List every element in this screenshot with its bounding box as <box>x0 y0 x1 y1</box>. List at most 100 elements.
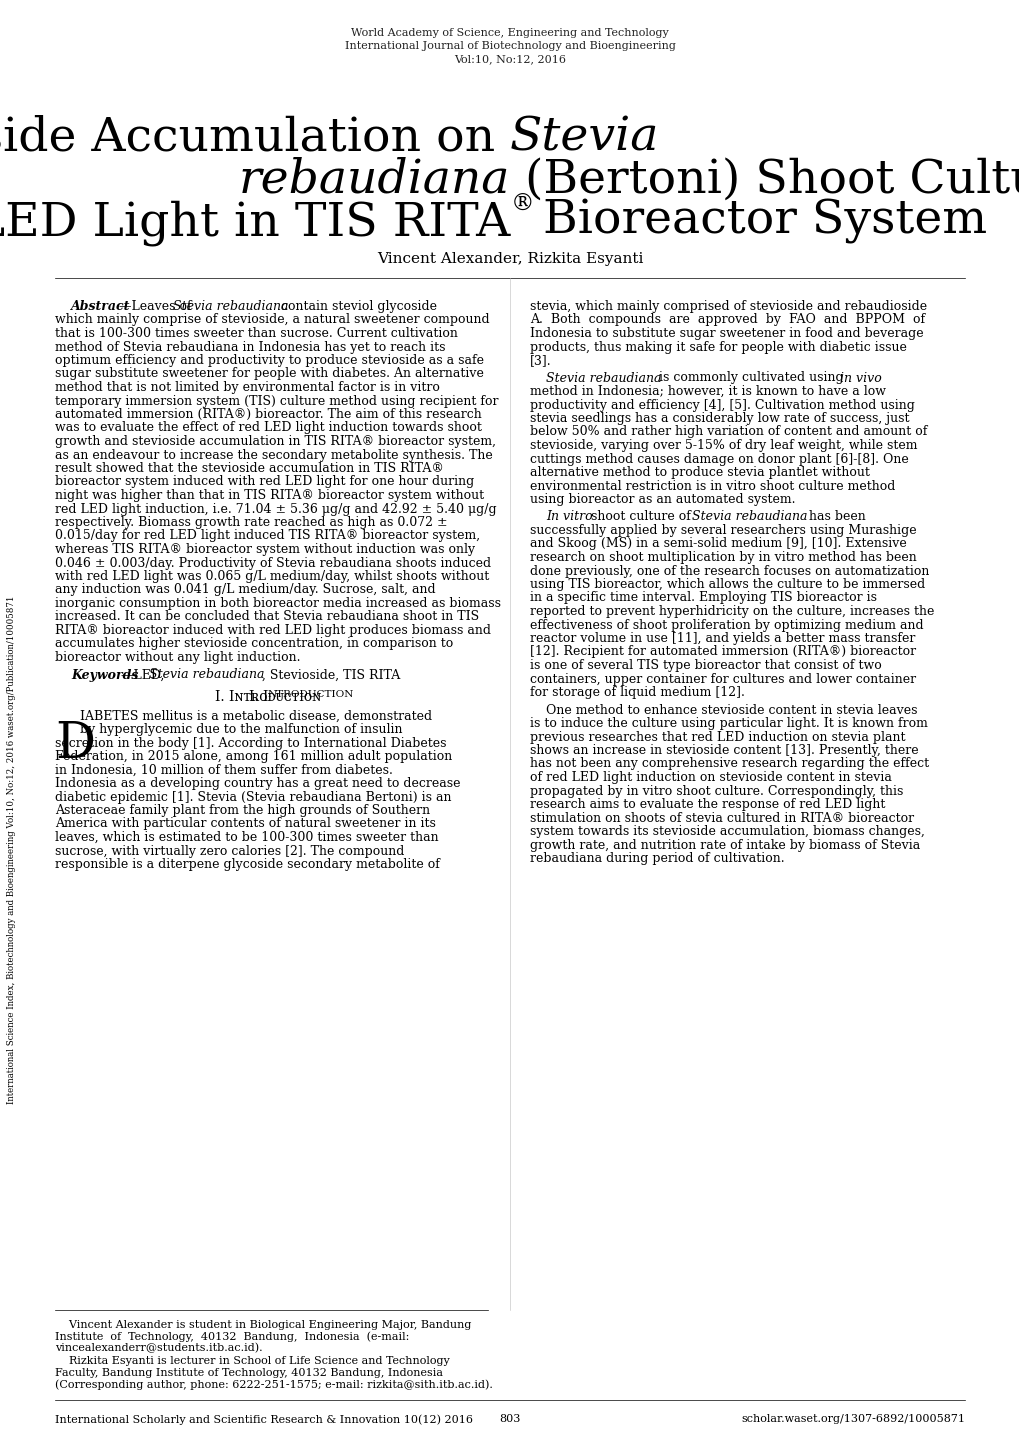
Text: growth rate, and nutrition rate of intake by biomass of Stevia: growth rate, and nutrition rate of intak… <box>530 838 919 851</box>
Text: ®: ® <box>511 193 534 216</box>
Text: —LED,: —LED, <box>121 669 168 682</box>
Text: is to induce the culture using particular light. It is known from: is to induce the culture using particula… <box>530 717 927 730</box>
Text: stimulation on shoots of stevia cultured in RITA® bioreactor: stimulation on shoots of stevia cultured… <box>530 812 913 825</box>
Text: previous researches that red LED induction on stevia plant: previous researches that red LED inducti… <box>530 731 905 744</box>
Text: Stevia rebaudiana: Stevia rebaudiana <box>173 300 288 313</box>
Text: sucrose, with virtually zero calories [2]. The compound: sucrose, with virtually zero calories [2… <box>55 845 404 858</box>
Text: growth and stevioside accumulation in TIS RITA® bioreactor system,: growth and stevioside accumulation in TI… <box>55 435 495 448</box>
Text: increased. It can be concluded that Stevia rebaudiana shoot in TIS: increased. It can be concluded that Stev… <box>55 610 479 623</box>
Text: for storage of liquid medium [12].: for storage of liquid medium [12]. <box>530 686 744 699</box>
Text: scholar.waset.org/1307-6892/10005871: scholar.waset.org/1307-6892/10005871 <box>740 1415 964 1425</box>
Text: below 50% and rather high variation of content and amount of: below 50% and rather high variation of c… <box>530 425 926 438</box>
Text: Stevia rebaudiana: Stevia rebaudiana <box>149 669 264 682</box>
Text: rebaudiana during period of cultivation.: rebaudiana during period of cultivation. <box>530 852 784 865</box>
Text: red LED light induction, i.e. 71.04 ± 5.36 μg/g and 42.92 ± 5.40 μg/g: red LED light induction, i.e. 71.04 ± 5.… <box>55 502 496 515</box>
Text: which mainly comprise of stevioside, a natural sweetener compound: which mainly comprise of stevioside, a n… <box>55 313 489 326</box>
Text: as an endeavour to increase the secondary metabolite synthesis. The: as an endeavour to increase the secondar… <box>55 448 492 461</box>
Text: Bioreactor System: Bioreactor System <box>528 199 986 244</box>
Text: temporary immersion system (TIS) culture method using recipient for: temporary immersion system (TIS) culture… <box>55 395 498 408</box>
Text: Faculty, Bandung Institute of Technology, 40132 Bandung, Indonesia: Faculty, Bandung Institute of Technology… <box>55 1368 442 1379</box>
Text: A.  Both  compounds  are  approved  by  FAO  and  BPPOM  of: A. Both compounds are approved by FAO an… <box>530 313 924 326</box>
Text: environmental restriction is in vitro shoot culture method: environmental restriction is in vitro sh… <box>530 480 895 493</box>
Text: has not been any comprehensive research regarding the effect: has not been any comprehensive research … <box>530 757 928 770</box>
Text: and Skoog (MS) in a semi-solid medium [9], [10]. Extensive: and Skoog (MS) in a semi-solid medium [9… <box>530 538 906 551</box>
Text: was to evaluate the effect of red LED light induction towards shoot: was to evaluate the effect of red LED li… <box>55 421 481 434</box>
Text: that is 100-300 times sweeter than sucrose. Current cultivation: that is 100-300 times sweeter than sucro… <box>55 327 458 340</box>
Text: successfully applied by several researchers using Murashige: successfully applied by several research… <box>530 523 916 536</box>
Text: has been: has been <box>804 510 865 523</box>
Text: America with particular contents of natural sweetener in its: America with particular contents of natu… <box>55 818 435 831</box>
Text: research on shoot multiplication by in vitro method has been: research on shoot multiplication by in v… <box>530 551 916 564</box>
Text: Stevia: Stevia <box>510 115 658 160</box>
Text: Vincent Alexander, Rizkita Esyanti: Vincent Alexander, Rizkita Esyanti <box>376 252 643 265</box>
Text: Asteraceae family plant from the high grounds of Southern: Asteraceae family plant from the high gr… <box>55 805 430 818</box>
Text: whereas TIS RITA® bioreactor system without induction was only: whereas TIS RITA® bioreactor system with… <box>55 544 475 557</box>
Text: 0.015/day for red LED light induced TIS RITA® bioreactor system,: 0.015/day for red LED light induced TIS … <box>55 529 480 542</box>
Text: In vitro: In vitro <box>545 510 592 523</box>
Text: propagated by in vitro shoot culture. Correspondingly, this: propagated by in vitro shoot culture. Co… <box>530 784 903 797</box>
Text: shows an increase in stevioside content [13]. Presently, there: shows an increase in stevioside content … <box>530 744 918 757</box>
Text: RITA® bioreactor induced with red LED light produces biomass and: RITA® bioreactor induced with red LED li… <box>55 624 490 637</box>
Text: Stevia rebaudiana: Stevia rebaudiana <box>691 510 807 523</box>
Text: result showed that the stevioside accumulation in TIS RITA®: result showed that the stevioside accumu… <box>55 461 443 474</box>
Text: method that is not limited by environmental factor is in vitro: method that is not limited by environmen… <box>55 381 439 394</box>
Text: cuttings method causes damage on donor plant [6]-[8]. One: cuttings method causes damage on donor p… <box>530 453 908 466</box>
Text: products, thus making it safe for people with diabetic issue: products, thus making it safe for people… <box>530 340 906 353</box>
Text: research aims to evaluate the response of red LED light: research aims to evaluate the response o… <box>530 797 884 810</box>
Text: Vol:10, No:12, 2016: Vol:10, No:12, 2016 <box>453 53 566 63</box>
Text: One method to enhance stevioside content in stevia leaves: One method to enhance stevioside content… <box>545 704 917 717</box>
Text: containers, upper container for cultures and lower container: containers, upper container for cultures… <box>530 672 915 685</box>
Text: by hyperglycemic due to the malfunction of insulin: by hyperglycemic due to the malfunction … <box>79 722 403 735</box>
Text: with red LED light was 0.065 g/L medium/day, whilst shoots without: with red LED light was 0.065 g/L medium/… <box>55 570 489 583</box>
Text: automated immersion (RITA®) bioreactor. The aim of this research: automated immersion (RITA®) bioreactor. … <box>55 408 481 421</box>
Text: Institute  of  Technology,  40132  Bandung,  Indonesia  (e-mail:: Institute of Technology, 40132 Bandung, … <box>55 1331 409 1343</box>
Text: stevia, which mainly comprised of stevioside and rebaudioside: stevia, which mainly comprised of stevio… <box>530 300 926 313</box>
Text: Indonesia to substitute sugar sweetener in food and beverage: Indonesia to substitute sugar sweetener … <box>530 327 923 340</box>
Text: Keywords: Keywords <box>71 669 139 682</box>
Text: inorganic consumption in both bioreactor media increased as biomass: inorganic consumption in both bioreactor… <box>55 597 500 610</box>
Text: night was higher than that in TIS RITA® bioreactor system without: night was higher than that in TIS RITA® … <box>55 489 484 502</box>
Text: bioreactor system induced with red LED light for one hour during: bioreactor system induced with red LED l… <box>55 476 474 489</box>
Text: productivity and efficiency [4], [5]. Cultivation method using: productivity and efficiency [4], [5]. Cu… <box>530 398 914 411</box>
Text: diabetic epidemic [1]. Stevia (Stevia rebaudiana Bertoni) is an: diabetic epidemic [1]. Stevia (Stevia re… <box>55 790 451 803</box>
Text: International Science Index, Biotechnology and Bioengineering Vol:10, No:12, 201: International Science Index, Biotechnolo… <box>7 596 16 1105</box>
Text: International Journal of Biotechnology and Bioengineering: International Journal of Biotechnology a… <box>344 40 675 50</box>
Text: any induction was 0.041 g/L medium/day. Sucrose, salt, and: any induction was 0.041 g/L medium/day. … <box>55 584 435 597</box>
Text: responsible is a diterpene glycoside secondary metabolite of: responsible is a diterpene glycoside sec… <box>55 858 439 871</box>
Text: in a specific time interval. Employing TIS bioreactor is: in a specific time interval. Employing T… <box>530 591 876 604</box>
Text: —Leaves of: —Leaves of <box>119 300 196 313</box>
Text: reported to prevent hyperhidricity on the culture, increases the: reported to prevent hyperhidricity on th… <box>530 606 933 619</box>
Text: Federation, in 2015 alone, among 161 million adult population: Federation, in 2015 alone, among 161 mil… <box>55 750 451 763</box>
Text: in vivo: in vivo <box>840 372 880 385</box>
Text: contain steviol glycoside: contain steviol glycoside <box>277 300 436 313</box>
Text: reactor volume in use [11], and yields a better mass transfer: reactor volume in use [11], and yields a… <box>530 632 914 645</box>
Text: accumulates higher stevioside concentration, in comparison to: accumulates higher stevioside concentrat… <box>55 637 452 650</box>
Text: Indonesia as a developing country has a great need to decrease: Indonesia as a developing country has a … <box>55 777 460 790</box>
Text: Rizkita Esyanti is lecturer in School of Life Science and Technology: Rizkita Esyanti is lecturer in School of… <box>55 1357 449 1367</box>
Text: rebaudiana: rebaudiana <box>238 157 510 202</box>
Text: Abstract: Abstract <box>71 300 130 313</box>
Text: sugar substitute sweetener for people with diabetes. An alternative: sugar substitute sweetener for people wi… <box>55 368 483 381</box>
Text: stevia seedlings has a considerably low rate of success, just: stevia seedlings has a considerably low … <box>530 412 909 425</box>
Text: IABETES mellitus is a metabolic disease, demonstrated: IABETES mellitus is a metabolic disease,… <box>79 709 432 722</box>
Text: D: D <box>55 720 95 769</box>
Text: using bioreactor as an automated system.: using bioreactor as an automated system. <box>530 493 795 506</box>
Text: stevioside, varying over 5-15% of dry leaf weight, while stem: stevioside, varying over 5-15% of dry le… <box>530 438 917 451</box>
Text: vincealexanderr@students.itb.ac.id).: vincealexanderr@students.itb.ac.id). <box>55 1343 262 1354</box>
Text: NTRODUCTION: NTRODUCTION <box>268 691 354 699</box>
Text: I. Iɴᴛʀᴏᴅᴜᴄᴛɪᴏɴ: I. Iɴᴛʀᴏᴅᴜᴄᴛɪᴏɴ <box>215 691 321 704</box>
Text: Stimulation of Stevioside Accumulation on: Stimulation of Stevioside Accumulation o… <box>0 115 510 160</box>
Text: alternative method to produce stevia plantlet without: alternative method to produce stevia pla… <box>530 466 869 479</box>
Text: method of Stevia rebaudiana in Indonesia has yet to reach its: method of Stevia rebaudiana in Indonesia… <box>55 340 445 353</box>
Text: (Corresponding author, phone: 6222-251-1575; e-mail: rizkita@sith.itb.ac.id).: (Corresponding author, phone: 6222-251-1… <box>55 1380 492 1390</box>
Text: using TIS bioreactor, which allows the culture to be immersed: using TIS bioreactor, which allows the c… <box>530 578 924 591</box>
Text: in Indonesia, 10 million of them suffer from diabetes.: in Indonesia, 10 million of them suffer … <box>55 763 392 776</box>
Text: bioreactor without any light induction.: bioreactor without any light induction. <box>55 650 301 663</box>
Text: done previously, one of the research focuses on automatization: done previously, one of the research foc… <box>530 564 928 577</box>
Text: Stevia rebaudiana: Stevia rebaudiana <box>545 372 661 385</box>
Text: (Bertoni) Shoot Culture Induced with: (Bertoni) Shoot Culture Induced with <box>510 157 1019 202</box>
Text: effectiveness of shoot proliferation by optimizing medium and: effectiveness of shoot proliferation by … <box>530 619 923 632</box>
Text: shoot culture of: shoot culture of <box>586 510 694 523</box>
Text: is one of several TIS type bioreactor that consist of two: is one of several TIS type bioreactor th… <box>530 659 880 672</box>
Text: World Academy of Science, Engineering and Technology: World Academy of Science, Engineering an… <box>351 27 668 37</box>
